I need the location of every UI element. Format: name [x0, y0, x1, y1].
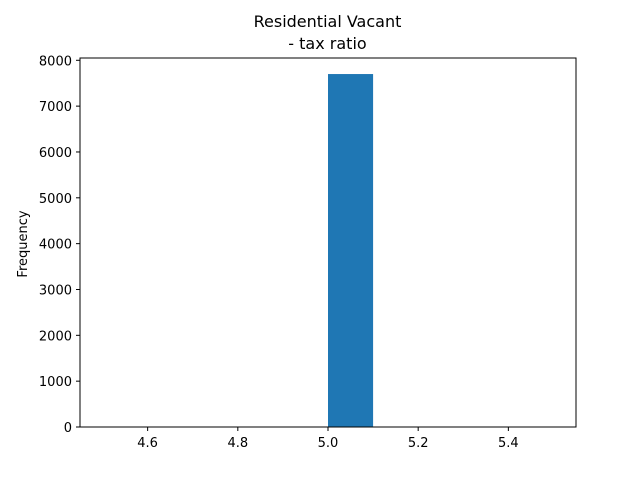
- x-tick-label: 5.0: [318, 436, 339, 451]
- y-tick-label: 7000: [39, 100, 72, 115]
- chart-title-line-1: Residential Vacant: [254, 12, 402, 31]
- histogram-bar-5: [328, 74, 374, 427]
- y-tick-label: 8000: [39, 54, 72, 69]
- y-axis-label: Frequency: [16, 210, 31, 277]
- y-tick-label: 5000: [39, 192, 72, 207]
- y-tick-label: 6000: [39, 146, 72, 161]
- x-tick-label: 4.8: [227, 436, 248, 451]
- y-tick-label: 3000: [39, 283, 72, 298]
- y-tick-label: 0: [64, 421, 72, 436]
- x-tick-label: 5.2: [408, 436, 429, 451]
- x-tick-label: 4.6: [137, 436, 158, 451]
- y-tick-label: 4000: [39, 238, 72, 253]
- chart-title-line-2: - tax ratio: [288, 34, 366, 53]
- bars-layer: [328, 74, 374, 427]
- plot-frame: [79, 57, 577, 428]
- y-tick-label: 1000: [39, 375, 72, 390]
- ticks-layer: 4.6 4.8 5.0 5.2 5.4 0 1000 2000 3000 4000 5000 6000…: [39, 54, 519, 451]
- y-tick-label: 2000: [39, 329, 72, 344]
- x-tick-label: 5.4: [498, 436, 519, 451]
